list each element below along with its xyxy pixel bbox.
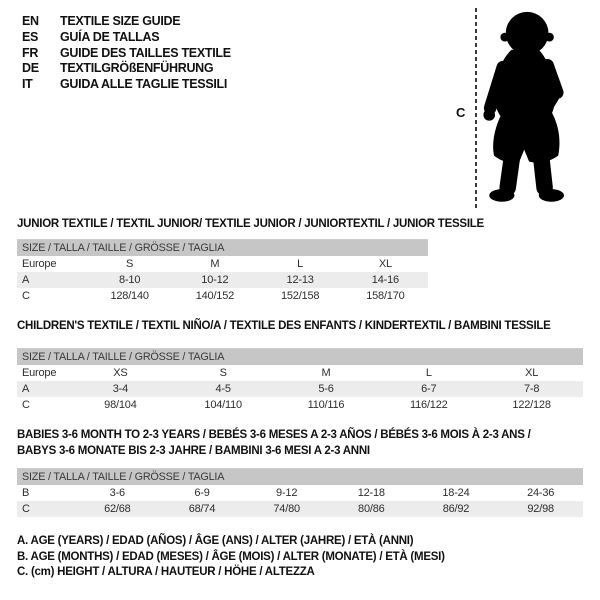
value-cell: 140/152 <box>195 289 235 302</box>
value-cell: XS <box>113 366 128 379</box>
language-code: DE <box>22 61 39 76</box>
value-cell: 7-8 <box>523 382 540 395</box>
language-row: EN TEXTILE SIZE GUIDE <box>22 14 231 30</box>
babies-size-table: SIZE / TALLA / TAILLE / GRÖSSE / TAGLIA … <box>17 468 583 517</box>
language-row: ES GUÍA DE TALLAS <box>22 30 231 46</box>
value-cell: 6-9 <box>194 486 210 499</box>
size-header-bar: SIZE / TALLA / TAILLE / GRÖSSE / TAGLIA <box>17 348 583 365</box>
value-cell: 9-12 <box>276 486 298 499</box>
row-label-cell: C <box>22 289 30 302</box>
value-cell: 62/68 <box>104 502 131 515</box>
value-cell: M <box>321 366 331 379</box>
legend-line-c: C. (cm) HEIGHT / ALTURA / HAUTEUR / HÖHE… <box>17 566 315 579</box>
language-list: EN TEXTILE SIZE GUIDE ES GUÍA DE TALLAS … <box>22 14 231 93</box>
junior-table-title: JUNIOR TEXTILE / TEXTIL JUNIOR/ TEXTILE … <box>17 218 484 230</box>
value-cell: 74/80 <box>273 502 300 515</box>
height-dotted-line <box>475 8 477 209</box>
language-label: GUÍA DE TALLAS <box>60 29 160 44</box>
row-label-cell: B <box>22 486 30 499</box>
legend-line-b: B. AGE (MONTHS) / EDAD (MESES) / ÂGE (MO… <box>17 550 445 563</box>
value-cell: 24-36 <box>527 486 555 499</box>
table-row: B 3-6 6-9 9-12 12-18 18-24 24-36 <box>17 484 583 501</box>
value-cell: 92/98 <box>527 502 554 515</box>
value-cell: 14-16 <box>371 273 399 286</box>
language-label: GUIDE DES TAILLES TEXTILE <box>60 45 231 60</box>
value-cell: 110/116 <box>307 398 345 411</box>
language-label: GUIDA ALLE TAGLIE TESSILI <box>60 77 228 92</box>
baby-silhouette-icon <box>483 11 565 202</box>
language-row: DE TEXTILGRÖßENFÜHRUNG <box>22 61 231 77</box>
size-header-bar: SIZE / TALLA / TAILLE / GRÖSSE / TAGLIA <box>17 468 583 485</box>
value-cell: 122/128 <box>512 398 551 411</box>
value-cell: 86/92 <box>442 502 470 515</box>
table-row: A 3-4 4-5 5-6 6-7 7-8 <box>17 380 583 397</box>
value-cell: S <box>219 366 227 379</box>
value-cell: 18-24 <box>442 486 470 499</box>
language-code: EN <box>22 14 39 28</box>
table-row: Europe S M L XL <box>17 255 428 272</box>
row-label-cell: Europe <box>22 257 57 270</box>
table-row: C 128/140 140/152 152/158 158/170 <box>17 287 428 304</box>
value-cell: 128/140 <box>110 289 149 302</box>
table-row: C 98/104 104/110 110/116 116/122 122/128 <box>17 396 583 413</box>
language-code: IT <box>22 77 33 92</box>
babies-table-title: BABIES 3-6 MONTH TO 2-3 YEARS / BEBÉS 3-… <box>17 427 531 459</box>
row-label-cell: C <box>22 502 30 515</box>
value-cell: 5-6 <box>318 382 334 395</box>
language-code: FR <box>22 45 39 60</box>
value-cell: M <box>210 257 220 270</box>
value-cell: 68/74 <box>188 502 216 515</box>
table-row: Europe XS S M L XL <box>17 364 583 381</box>
value-cell: 80/86 <box>358 502 385 515</box>
value-cell: S <box>126 257 134 270</box>
row-label-cell: A <box>22 273 30 286</box>
language-label: TEXTILE SIZE GUIDE <box>60 14 181 28</box>
measurement-legend: A. AGE (YEARS) / EDAD (AÑOS) / ÂGE (ANS)… <box>17 534 445 581</box>
value-cell: L <box>297 257 304 270</box>
value-cell: 3-4 <box>112 382 129 395</box>
value-cell: 104/110 <box>204 398 242 411</box>
legend-line-a: A. AGE (YEARS) / EDAD (AÑOS) / ÂGE (ANS)… <box>17 535 414 547</box>
row-label-cell: A <box>22 382 30 395</box>
value-cell: 152/158 <box>280 289 320 302</box>
value-cell: XL <box>525 366 539 379</box>
language-row: IT GUIDA ALLE TAGLIE TESSILI <box>22 77 231 93</box>
children-table-title: CHILDREN'S TEXTILE / TEXTIL NIÑO/A / TEX… <box>17 320 551 332</box>
table-row: A 8-10 10-12 12-13 14-16 <box>17 271 428 288</box>
value-cell: 116/122 <box>410 398 448 411</box>
table-row: C 62/68 68/74 74/80 80/86 86/92 92/98 <box>17 500 583 517</box>
language-code: ES <box>22 29 39 44</box>
row-label-cell: Europe <box>22 366 57 379</box>
value-cell: 158/170 <box>366 289 405 302</box>
value-cell: 6-7 <box>421 382 437 395</box>
height-label-c: C <box>456 105 466 120</box>
value-cell: 3-6 <box>109 486 126 499</box>
value-cell: 12-13 <box>286 273 314 286</box>
value-cell: 12-18 <box>357 486 385 499</box>
junior-size-table: SIZE / TALLA / TAILLE / GRÖSSE / TAGLIA … <box>17 239 428 304</box>
value-cell: 8-10 <box>119 273 141 286</box>
language-row: FR GUIDE DES TAILLES TEXTILE <box>22 46 231 62</box>
value-cell: L <box>425 366 432 379</box>
value-cell: 4-5 <box>215 382 232 395</box>
babies-title-line1: BABIES 3-6 MONTH TO 2-3 YEARS / BEBÉS 3-… <box>17 429 531 441</box>
row-label-cell: C <box>22 398 30 411</box>
children-size-table: SIZE / TALLA / TAILLE / GRÖSSE / TAGLIA … <box>17 348 583 413</box>
size-header-bar: SIZE / TALLA / TAILLE / GRÖSSE / TAGLIA <box>17 239 428 256</box>
value-cell: XL <box>378 257 392 270</box>
value-cell: 98/104 <box>104 398 137 411</box>
value-cell: 10-12 <box>201 273 229 286</box>
babies-title-line2: BABYS 3-6 MONATE BIS 2-3 JAHRE / BAMBINI… <box>17 445 370 457</box>
language-label: TEXTILGRÖßENFÜHRUNG <box>60 61 214 76</box>
